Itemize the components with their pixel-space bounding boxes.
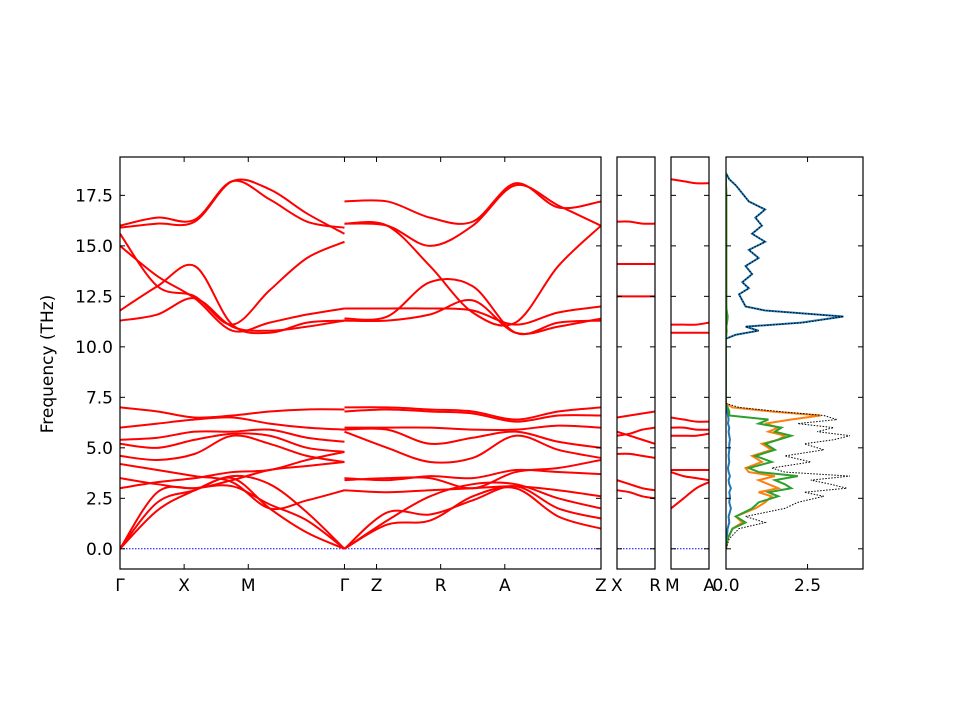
x-tick-label: Γ bbox=[115, 576, 125, 596]
band-line bbox=[120, 428, 345, 443]
band-line bbox=[120, 179, 345, 229]
panel-frame bbox=[119, 156, 602, 570]
band-line bbox=[344, 430, 601, 464]
y-tick-label: 0.0 bbox=[86, 540, 113, 560]
band-line bbox=[671, 481, 709, 510]
band-line bbox=[120, 432, 345, 453]
band-line bbox=[344, 468, 601, 482]
band-line bbox=[344, 183, 601, 247]
band-lines bbox=[671, 178, 709, 550]
band-line bbox=[120, 484, 346, 550]
band-line bbox=[344, 427, 601, 449]
x-tick-label: M bbox=[665, 576, 680, 596]
band-line bbox=[344, 406, 601, 421]
x-tick-label: Γ bbox=[340, 576, 350, 596]
x-tick-label: M bbox=[241, 576, 256, 596]
band-line bbox=[671, 178, 709, 185]
dos-line bbox=[726, 172, 844, 549]
band-line bbox=[344, 458, 601, 490]
band-line bbox=[120, 460, 345, 490]
band-line bbox=[120, 178, 345, 235]
band-line bbox=[120, 476, 345, 550]
band-line bbox=[344, 182, 601, 225]
band-line bbox=[120, 462, 345, 511]
x-tick-label: X bbox=[611, 576, 623, 596]
x-tick-label: X bbox=[178, 576, 190, 596]
x-tick-label: A bbox=[703, 576, 715, 596]
band-line bbox=[120, 233, 345, 326]
x-tick-label: R bbox=[435, 576, 447, 596]
x-tick-label: 2.5 bbox=[794, 576, 821, 596]
band-line bbox=[671, 416, 709, 423]
dos-line bbox=[726, 172, 851, 549]
band-line bbox=[671, 426, 709, 431]
y-tick-label: 12.5 bbox=[75, 287, 113, 307]
band-line bbox=[344, 424, 601, 432]
band-lines bbox=[617, 220, 655, 550]
y-axis-label: Frequency (THz) bbox=[38, 295, 58, 434]
x-tick-label: R bbox=[649, 576, 661, 596]
band-line bbox=[120, 416, 345, 431]
y-tick-label: 2.5 bbox=[86, 489, 113, 509]
band-line bbox=[617, 479, 655, 492]
band-line bbox=[671, 321, 709, 326]
band-line bbox=[344, 278, 601, 336]
band-line bbox=[617, 426, 655, 437]
x-tick-label: A bbox=[499, 576, 511, 596]
band-line bbox=[343, 481, 601, 550]
band-line bbox=[617, 430, 655, 445]
band-line bbox=[343, 486, 601, 550]
band-line bbox=[671, 432, 709, 437]
band-line bbox=[617, 220, 655, 225]
panel-frame bbox=[616, 156, 656, 570]
band-line bbox=[120, 434, 345, 463]
band-line bbox=[120, 474, 346, 550]
band-line bbox=[344, 408, 601, 423]
band-line bbox=[617, 452, 655, 459]
band-lines bbox=[120, 178, 601, 550]
band-line bbox=[120, 450, 345, 490]
band-line bbox=[671, 471, 709, 482]
band-line bbox=[617, 410, 655, 419]
y-tick-label: 17.5 bbox=[75, 186, 113, 206]
band-line bbox=[120, 263, 345, 335]
plot-panels: Γ X M Γ Z R A Z0.02.55.07.510.012.515.017.5X R M A… bbox=[75, 156, 864, 596]
band-line bbox=[344, 298, 601, 335]
band-line bbox=[120, 406, 345, 419]
y-tick-label: 7.5 bbox=[86, 388, 113, 408]
panel-frame bbox=[725, 156, 864, 570]
dos-lines bbox=[726, 172, 851, 549]
y-tick-label: 5.0 bbox=[86, 439, 113, 459]
x-tick-label: Z bbox=[595, 576, 607, 596]
band-line bbox=[120, 297, 345, 332]
dos-panel: 0.0 2.5 bbox=[712, 156, 864, 596]
band-line bbox=[344, 305, 601, 326]
y-tick-label: 10.0 bbox=[75, 338, 113, 358]
x-tick-label: Z bbox=[371, 576, 383, 596]
band-line bbox=[343, 485, 601, 550]
band-line bbox=[617, 489, 655, 500]
panel-frame bbox=[670, 156, 710, 570]
band-line bbox=[120, 245, 345, 333]
y-tick-label: 15.0 bbox=[75, 237, 113, 257]
x-tick-label: 0.0 bbox=[712, 576, 739, 596]
band-panel-1: Γ X M Γ Z R A Z 0.0 2.5 5.0 7.5 10.0 12.5 15.0 17.5 bbox=[75, 156, 607, 596]
